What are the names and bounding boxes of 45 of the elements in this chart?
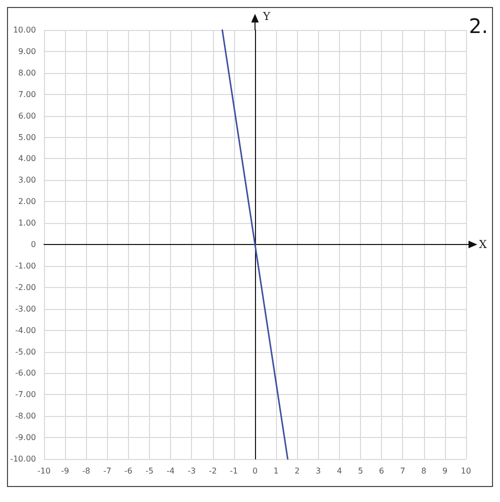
y-tick-label: 8.00 [18, 68, 36, 78]
y-tick-label: -3.00 [15, 304, 36, 314]
x-tick-label: 1 [274, 466, 279, 476]
x-tick-label: -9 [61, 466, 70, 476]
x-tick-label: 0 [252, 466, 258, 476]
x-tick-label: 6 [379, 466, 384, 476]
x-tick-label: 3 [316, 466, 321, 476]
y-tick-label: 2.00 [18, 197, 36, 206]
x-tick-label: 9 [442, 466, 448, 476]
text: 2. [468, 14, 488, 38]
x-tick-label: 7 [400, 466, 406, 476]
x-tick-label: -4 [166, 466, 175, 476]
x-tick-label: 2 [294, 466, 300, 476]
y-tick-label: -5.00 [15, 347, 36, 356]
y-tick-label: -9.00 [15, 433, 36, 442]
y-tick-label: 7.00 [18, 90, 36, 99]
x-tick-label: -2 [208, 466, 217, 476]
x-axis-title: X [479, 238, 487, 251]
x-tick-label: 10 [460, 466, 472, 476]
x-tick-label: -6 [124, 466, 132, 476]
y-tick-label: -1.00 [15, 261, 36, 270]
x-tick-label: -10 [37, 466, 51, 476]
x-tick-label: 5 [358, 466, 364, 476]
y-tick-label: -4.00 [15, 326, 36, 335]
x-tick-label: -7 [103, 466, 112, 476]
y-tick-label: 3.00 [18, 176, 36, 185]
y-tick-label: 10.00 [13, 26, 36, 34]
x-tick-label: -1 [230, 466, 238, 476]
y-tick-label: -8.00 [15, 412, 36, 421]
x-tick-label: -3 [188, 466, 196, 476]
x-tick-label: -5 [146, 466, 154, 476]
y-tick-label: 5.00 [18, 132, 36, 142]
y-tick-label: 6.00 [18, 111, 36, 120]
y-tick-label: -7.00 [15, 390, 36, 400]
y-axis-title: Y [262, 10, 271, 23]
y-tick-label: -2.00 [15, 282, 36, 292]
y-tick-label: -6.00 [15, 368, 36, 378]
y-tick-label: 4.00 [18, 154, 36, 164]
x-tick-label: 4 [336, 466, 342, 476]
y-tick-label: 0 [30, 240, 36, 249]
y-tick-label: 9.00 [18, 46, 36, 56]
x-tick-label: -8 [82, 466, 90, 476]
y-tick-label: 1.00 [18, 218, 36, 228]
y-tick-label: -10.00 [10, 454, 36, 464]
x-tick-label: 8 [421, 466, 426, 476]
